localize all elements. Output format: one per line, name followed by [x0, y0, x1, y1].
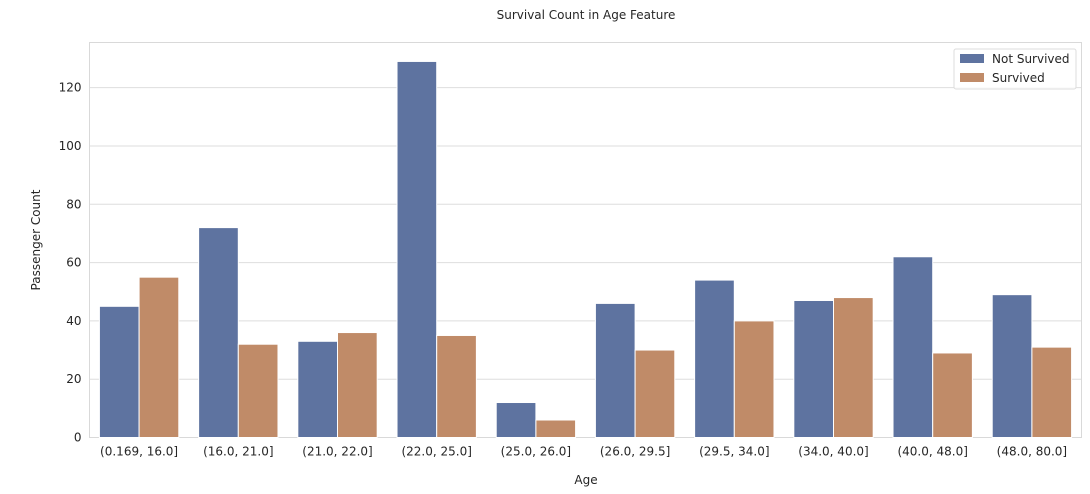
bar-not-survived: [396, 60, 438, 439]
y-tick-label: 100: [59, 139, 82, 153]
x-tick-label: (29.5, 34.0]: [699, 445, 769, 459]
bars: [98, 60, 1073, 439]
y-tick-label: 0: [74, 431, 82, 445]
x-tick-label: (34.0, 40.0]: [798, 445, 868, 459]
y-tick-label: 120: [59, 81, 82, 95]
bar-not-survived: [594, 302, 636, 438]
plot-frame: [89, 42, 1082, 438]
bar-not-survived: [98, 305, 140, 438]
x-tick-label: (40.0, 48.0]: [897, 445, 967, 459]
bar-not-survived: [892, 256, 934, 438]
bar-survived: [733, 320, 775, 438]
y-tick-label: 60: [66, 256, 81, 270]
bar-survived: [436, 334, 477, 439]
legend-swatch-not-survived: [960, 54, 984, 63]
bar-not-survived: [198, 227, 239, 438]
bar-survived: [833, 297, 874, 438]
bar-survived: [535, 419, 577, 438]
x-tick-label: (22.0, 25.0]: [401, 445, 471, 459]
legend-label-survived: Survived: [992, 71, 1045, 85]
bar-survived: [337, 332, 378, 439]
legend-box: [953, 48, 1077, 90]
bar-not-survived: [694, 279, 735, 439]
bar-survived: [1031, 346, 1073, 438]
x-axis-ticks: (0.169, 16.0] (16.0, 21.0] (21.0, 22.0] (22…: [100, 445, 1067, 459]
x-tick-label: (16.0, 21.0]: [203, 445, 273, 459]
y-axis-ticks: 0 20 40 60 80 100 120: [59, 81, 82, 445]
bar-survived: [932, 352, 973, 438]
bar-survived: [138, 276, 180, 439]
y-tick-label: 20: [66, 372, 81, 386]
x-tick-label: (21.0, 22.0]: [302, 445, 372, 459]
legend: Not Survived Survived: [953, 48, 1077, 90]
x-tick-label: (25.0, 26.0]: [501, 445, 571, 459]
chart-title: Survival Count in Age Feature: [497, 8, 676, 22]
legend-label-not-survived: Not Survived: [992, 52, 1070, 66]
x-tick-label: (0.169, 16.0]: [100, 445, 178, 459]
legend-swatch-survived: [960, 73, 984, 82]
y-tick-label: 40: [66, 314, 81, 328]
x-tick-label: (48.0, 80.0]: [997, 445, 1067, 459]
bar-not-survived: [991, 294, 1033, 438]
bar-not-survived: [495, 402, 537, 439]
y-tick-label: 80: [66, 197, 81, 211]
bar-not-survived: [297, 340, 339, 439]
bar-survived: [237, 343, 279, 439]
x-axis-label: Age: [574, 473, 597, 487]
y-axis-label: Passenger Count: [29, 189, 43, 290]
x-tick-label: (26.0, 29.5]: [600, 445, 670, 459]
bar-not-survived: [793, 299, 835, 438]
bar-survived: [634, 349, 676, 438]
